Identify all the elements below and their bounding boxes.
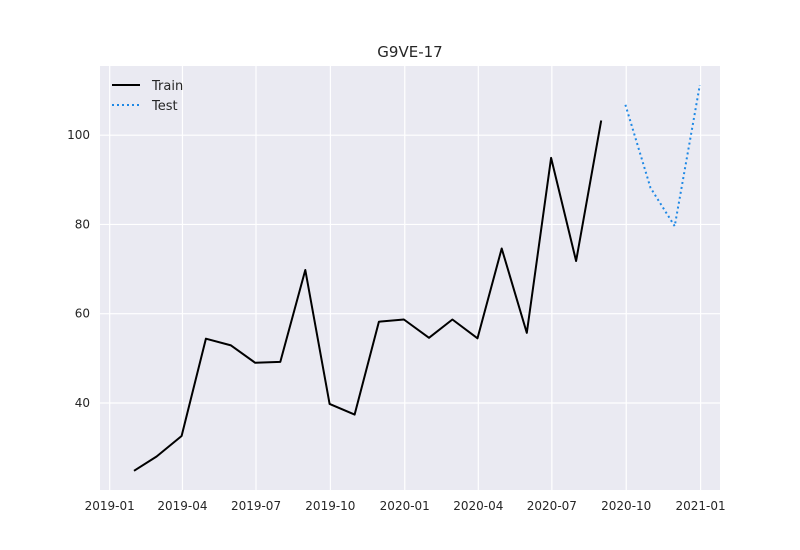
y-tick-label: 100 (67, 128, 90, 142)
y-tick-label: 40 (75, 396, 90, 410)
x-tick-label: 2019-10 (305, 499, 355, 513)
x-tick-label: 2020-04 (453, 499, 503, 513)
plot-area (100, 66, 720, 490)
x-tick-label: 2020-01 (380, 499, 430, 513)
x-tick-label: 2020-10 (601, 499, 651, 513)
x-tick-label: 2019-04 (157, 499, 207, 513)
y-tick-label: 60 (75, 307, 90, 321)
y-tick-label: 80 (75, 217, 90, 231)
x-axis-ticks: 2019-01 2019-04 2019-07 2019-10 2020-01 2020-… (85, 499, 726, 513)
legend-label-test: Test (151, 99, 178, 114)
x-tick-label: 2020-07 (527, 499, 577, 513)
x-tick-label: 2021-01 (676, 499, 726, 513)
chart-title: G9VE-17 (377, 43, 442, 61)
series-lines (133, 85, 701, 472)
legend-label-train: Train (151, 79, 183, 94)
y-axis-ticks: 40 60 80 100 (67, 128, 90, 410)
grid-lines (100, 66, 720, 490)
legend: Train Test (112, 79, 183, 114)
x-tick-label: 2019-01 (85, 499, 135, 513)
series-line-train (133, 120, 603, 472)
x-tick-label: 2019-07 (231, 499, 281, 513)
